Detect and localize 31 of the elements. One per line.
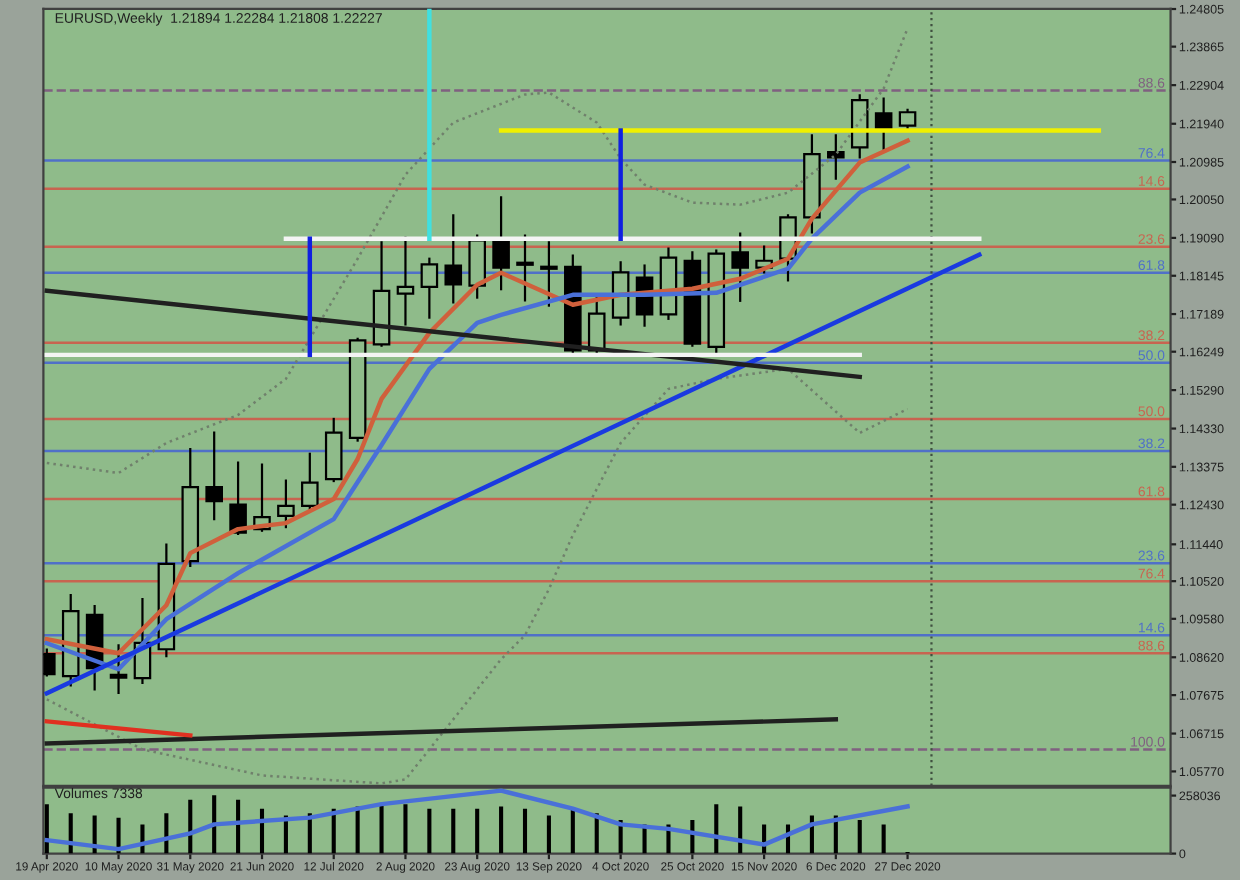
candlestick (396, 236, 415, 326)
bar (379, 804, 384, 854)
bar (546, 815, 551, 854)
bar (570, 808, 575, 854)
line-series (45, 367, 909, 785)
candlestick (874, 97, 893, 150)
candlestick (468, 234, 486, 299)
candlestick (731, 232, 749, 302)
candlestick (277, 479, 295, 529)
candlestick (109, 644, 128, 695)
candlestick (492, 196, 510, 291)
bar (403, 804, 408, 854)
candlestick (898, 108, 917, 131)
candlestick (324, 417, 343, 483)
candlestick (301, 452, 319, 511)
bar (451, 808, 456, 854)
candlestick (444, 214, 463, 304)
bar (857, 819, 862, 854)
candlestick (420, 257, 439, 319)
candlestick (587, 294, 606, 357)
bar (522, 808, 528, 854)
line-series (45, 27, 909, 475)
candlestick (516, 234, 534, 302)
bar (499, 806, 504, 854)
bar (475, 808, 480, 854)
line-series (44, 788, 910, 852)
candlestick (540, 241, 558, 307)
candlestick (827, 134, 845, 180)
bar (881, 824, 886, 854)
candlestick (205, 431, 223, 521)
bar (427, 808, 432, 854)
